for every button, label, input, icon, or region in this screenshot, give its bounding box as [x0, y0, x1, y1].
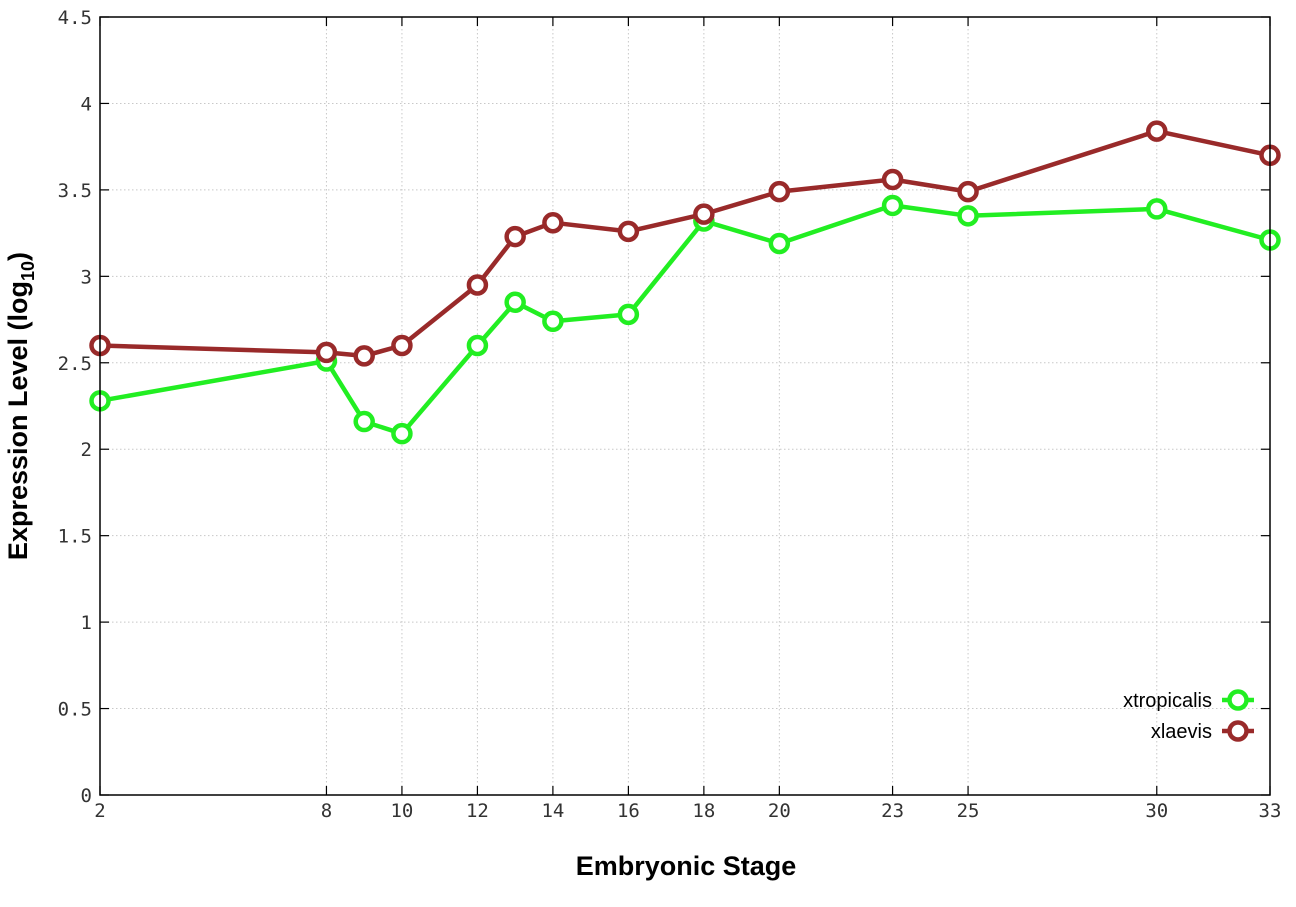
y-tick-label: 1	[81, 612, 92, 634]
tick-labels: 0 0.5 1 1.5 2 2.5 3 3.5 4 4.5 2 8 10 12 14 16 18 20 23 25 30…	[58, 7, 1282, 822]
legend-label: xtropicalis	[1123, 690, 1212, 712]
series-layer	[89, 120, 1281, 445]
y-tick-label: 1.5	[58, 526, 92, 548]
y-axis-title-main: Expression Level (log	[3, 281, 33, 560]
data-point	[353, 410, 375, 433]
y-tick-label: 4.5	[58, 7, 92, 29]
x-tick-label: 18	[692, 800, 715, 822]
series-xtropicalis	[89, 194, 1281, 445]
axis-ticks	[99, 16, 1271, 796]
x-tick-label: 14	[541, 800, 564, 822]
data-point	[617, 303, 640, 326]
data-point	[542, 310, 564, 333]
data-point	[391, 334, 413, 357]
legend-label: xlaevis	[1151, 721, 1212, 743]
x-tick-label: 2	[94, 800, 105, 822]
y-axis-title-close: )	[3, 252, 33, 261]
legend-marker	[1227, 720, 1249, 742]
data-point	[466, 274, 489, 296]
y-tick-label: 3.5	[58, 180, 92, 202]
x-tick-label: 25	[957, 800, 980, 822]
plot-frame	[99, 16, 1271, 796]
legend: xtropicalis xlaevis	[1123, 689, 1254, 743]
data-point	[957, 205, 979, 227]
data-point	[466, 334, 489, 357]
data-point	[542, 211, 564, 234]
x-tick-label: 12	[466, 800, 489, 822]
y-tick-label: 2.5	[58, 353, 92, 375]
x-tick-label: 30	[1145, 800, 1168, 822]
data-point	[693, 203, 715, 225]
y-tick-label: 3	[81, 266, 92, 288]
x-tick-label: 16	[617, 800, 640, 822]
data-point	[768, 232, 791, 255]
data-point	[315, 341, 338, 364]
data-point	[504, 225, 526, 248]
data-point	[504, 291, 526, 314]
series-xlaevis	[89, 120, 1281, 367]
grid-lines	[100, 17, 1270, 795]
y-tick-label: 0.5	[58, 699, 92, 721]
data-point	[881, 168, 904, 191]
x-axis-title: Embryonic Stage	[576, 851, 797, 881]
series-line	[99, 203, 1271, 436]
legend-marker	[1227, 689, 1249, 711]
legend-item-xlaevis: xlaevis	[1151, 720, 1254, 743]
data-point	[617, 220, 640, 243]
x-tick-label: 23	[881, 800, 904, 822]
data-point	[957, 180, 979, 203]
data-point	[1146, 198, 1168, 220]
y-axis-title: Expression Level (log10)	[3, 252, 38, 560]
data-point	[1146, 120, 1168, 142]
data-point	[881, 194, 904, 217]
y-tick-label: 0	[81, 785, 92, 807]
x-tick-label: 20	[768, 800, 791, 822]
x-tick-label: 10	[390, 800, 413, 822]
data-point	[391, 422, 413, 445]
data-point	[353, 345, 375, 367]
y-tick-label: 4	[81, 93, 92, 115]
x-tick-label: 33	[1259, 800, 1282, 822]
y-axis-title-subscript: 10	[18, 261, 38, 281]
y-tick-label: 2	[81, 439, 92, 461]
x-tick-label: 8	[321, 800, 332, 822]
data-point	[768, 180, 791, 203]
legend-item-xtropicalis: xtropicalis	[1123, 689, 1254, 712]
